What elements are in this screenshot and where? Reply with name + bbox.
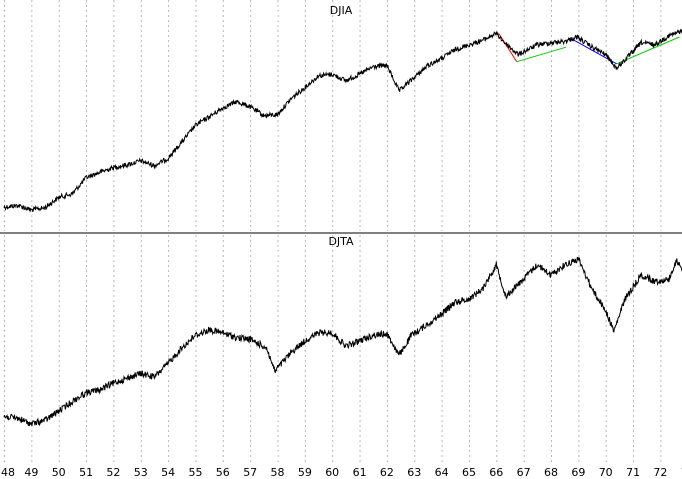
- x-tick-label: 63: [407, 466, 421, 479]
- x-tick-label: 64: [435, 466, 449, 479]
- djia-series-line: [3, 28, 682, 213]
- x-tick-label: 57: [243, 466, 257, 479]
- x-tick-label: 60: [325, 466, 339, 479]
- x-tick-label: 54: [161, 466, 175, 479]
- x-axis-tick-labels: 48 49 50 51 52 53 54 55 56 57 58 59 60 61 62 63 64 65 66 67…: [1, 466, 682, 479]
- x-tick-label: 70: [599, 466, 613, 479]
- x-tick-label: 55: [189, 466, 203, 479]
- x-tick-label: 61: [353, 466, 367, 479]
- x-tick-label: 66: [489, 466, 503, 479]
- trendline-2: [516, 46, 567, 63]
- x-tick-label: 49: [24, 466, 38, 479]
- x-tick-label: 65: [462, 466, 476, 479]
- x-tick-label: 52: [106, 466, 120, 479]
- x-tick-label: 56: [216, 466, 230, 479]
- x-tick-label: 69: [571, 466, 585, 479]
- x-tick-label: 59: [298, 466, 312, 479]
- vertical-gridlines: [4, 0, 662, 462]
- djta-title: DJTA: [328, 235, 354, 248]
- x-tick-label: 71: [626, 466, 640, 479]
- x-tick-label: 50: [52, 466, 66, 479]
- x-tick-label: 58: [271, 466, 285, 479]
- x-tick-label: 73: [681, 466, 682, 479]
- x-tick-label: 62: [380, 466, 394, 479]
- x-tick-label: 51: [79, 466, 93, 479]
- x-tick-label: 53: [134, 466, 148, 479]
- djta-series-line: [3, 256, 682, 427]
- x-tick-label: 68: [544, 466, 558, 479]
- trendline-1: [498, 33, 518, 62]
- djia-trendlines: [498, 33, 680, 65]
- djia-title: DJIA: [330, 4, 353, 17]
- x-tick-label: 67: [517, 466, 531, 479]
- x-tick-label: 72: [653, 466, 667, 479]
- x-tick-label: 48: [1, 466, 15, 479]
